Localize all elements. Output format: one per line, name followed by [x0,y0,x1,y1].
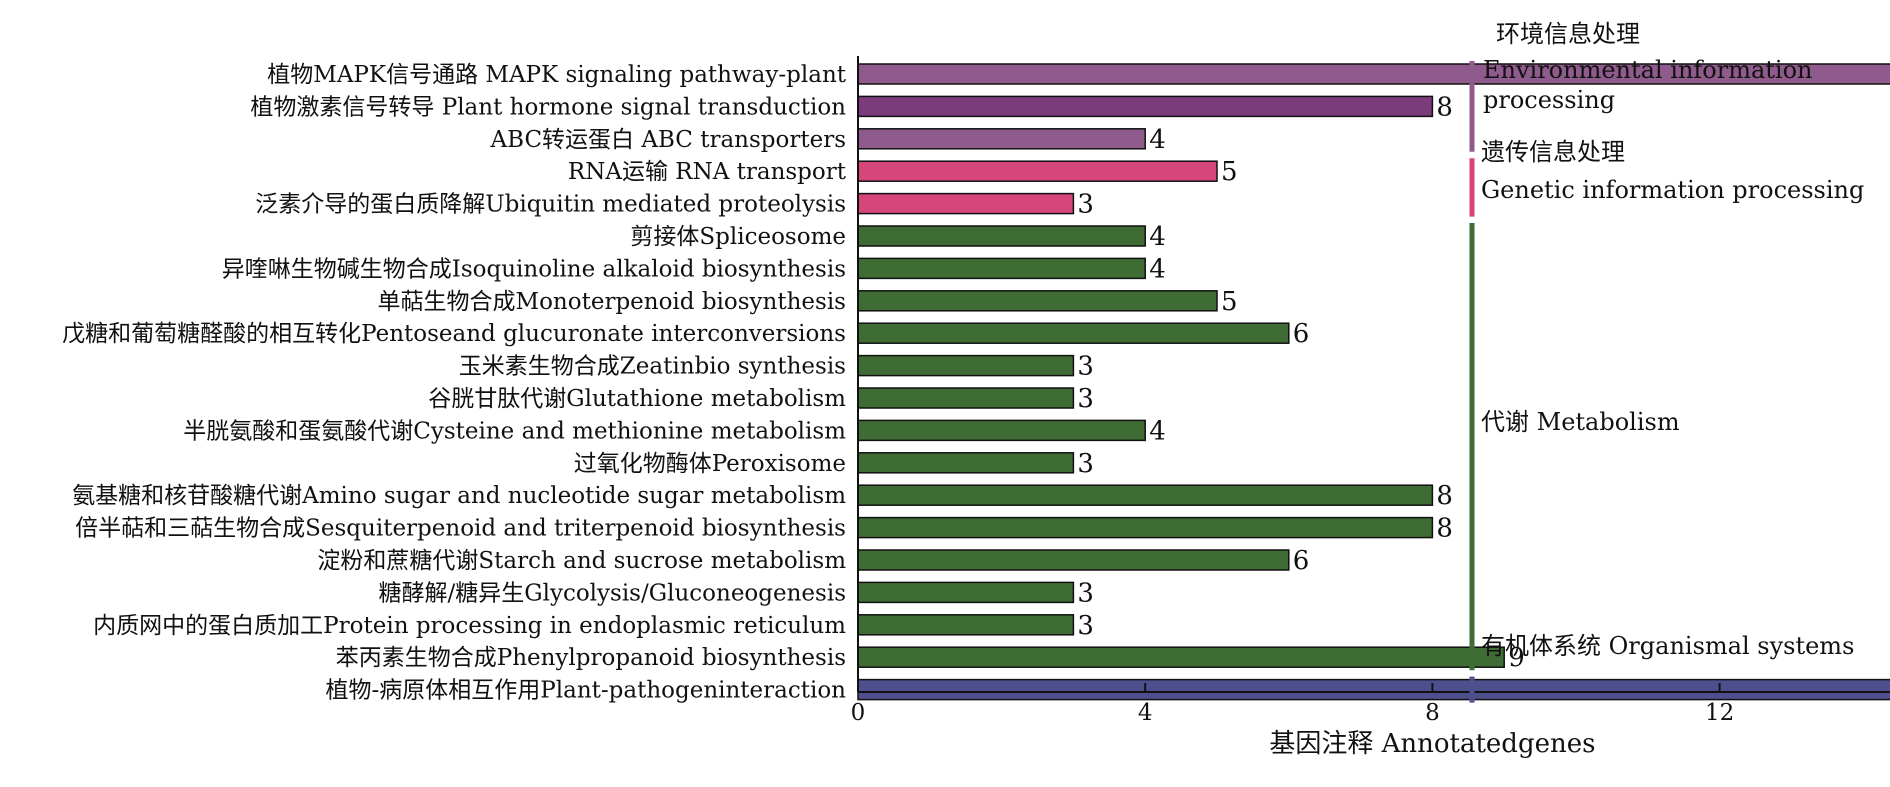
category-label-13: 过氧化物酶体Peroxisome [574,451,846,477]
category-label-7: 异喹啉生物碱生物合成Isoquinoline alkaloid biosynth… [222,256,846,282]
bar-5 [857,192,1075,215]
category-label-20: 植物-病原体相互作用Plant-pathogeninteraction [326,678,847,704]
bar-11 [857,387,1075,409]
group-env-label-en-2: processing [1483,86,1615,114]
bar-18 [857,614,1075,636]
value-label-18: 3 [1077,611,1094,641]
x-tick-label-4: 4 [1138,700,1153,726]
x-ticks-layer: 0481216 [851,683,1734,726]
bar-9 [857,322,1290,344]
group-gen-label-zh: 遗传信息处理 [1481,138,1625,166]
bar-17 [857,581,1075,604]
bar-10 [857,354,1075,377]
category-label-17: 糖酵解/糖异生Glycolysis/Gluconeogenesis [378,580,846,606]
category-label-12: 半胱氨酸和蛋氨酸代谢Cysteine and methionine metabo… [183,418,846,444]
value-label-8: 5 [1221,287,1238,317]
group-gen-label-en: Genetic information processing [1481,176,1864,204]
value-labels-layer: 1684534456334388633916 [1077,92,1525,673]
group-env-label-zh: 环境信息处理 [1496,20,1640,48]
value-label-6: 4 [1149,222,1166,252]
category-label-18: 内质网中的蛋白质加工Protein processing in endoplas… [93,613,846,639]
category-label-8: 单萜生物合成Monoterpenoid biosynthesis [378,289,846,315]
category-label-3: ABC转运蛋白 ABC transporters [490,127,846,153]
bar-15 [857,516,1434,539]
bar-13 [857,452,1075,474]
value-label-15: 8 [1436,514,1453,544]
value-label-9: 6 [1293,319,1310,349]
value-label-11: 3 [1077,384,1094,414]
bar-2 [857,95,1434,118]
group-met-label: 代谢 Metabolism [1481,408,1680,436]
category-label-2: 植物激素信号转导 Plant hormone signal transducti… [250,94,846,120]
bar-16 [857,549,1290,571]
value-label-16: 6 [1293,546,1310,576]
category-label-10: 玉米素生物合成Zeatinbio synthesis [459,354,846,380]
value-label-3: 4 [1149,125,1166,155]
group-org-label: 有机体系统 Organismal systems [1481,632,1854,660]
group-labels-layer: 环境信息处理 Environmental information process… [1481,20,1864,660]
value-label-5: 3 [1077,190,1094,220]
value-label-17: 3 [1077,578,1094,608]
value-label-19: 9 [1508,643,1525,673]
category-label-1: 植物MAPK信号通路 MAPK signaling pathway-plant [267,62,846,88]
value-label-7: 4 [1149,254,1166,284]
bar-4 [857,160,1218,182]
bar-3 [857,128,1146,150]
value-label-10: 3 [1077,352,1094,382]
value-label-12: 4 [1149,416,1166,446]
value-label-13: 3 [1077,449,1094,479]
bar-20 [857,678,1890,701]
value-label-14: 8 [1436,481,1453,511]
x-tick-label-0: 0 [851,700,866,726]
x-tick-label-8: 8 [1425,700,1440,726]
bar-19 [857,646,1505,668]
value-label-2: 8 [1436,92,1453,122]
group-env-label-en-1: Environmental information [1483,56,1813,84]
value-label-4: 5 [1221,157,1238,187]
x-axis-title: 基因注释 Annotatedgenes [1269,729,1595,759]
bar-6 [857,225,1146,247]
bar-14 [857,484,1434,506]
category-label-14: 氨基糖和核苷酸糖代谢Amino sugar and nucleotide sug… [72,483,846,509]
category-label-4: RNA运输 RNA transport [568,159,847,185]
category-label-19: 苯丙素生物合成Phenylpropanoid biosynthesis [336,645,846,671]
x-tick-label-12: 12 [1705,700,1734,726]
category-labels-layer: 植物MAPK信号通路 MAPK signaling pathway-plant 植… [62,62,847,704]
category-label-16: 淀粉和蔗糖代谢Starch and sucrose metabolism [317,548,846,574]
category-label-6: 剪接体Spliceosome [630,224,846,250]
bars-layer [857,63,1890,701]
bar-7 [857,257,1146,280]
category-label-15: 倍半萜和三萜生物合成Sesquiterpenoid and triterpeno… [75,516,846,542]
category-label-9: 戊糖和葡萄糖醛酸的相互转化Pentoseand glucuronate inte… [62,321,846,347]
category-label-11: 谷胱甘肽代谢Glutathione metabolism [428,386,846,412]
category-label-5: 泛素介导的蛋白质降解Ubiquitin mediated proteolysis [255,192,846,218]
bar-12 [857,419,1146,442]
bar-8 [857,290,1218,312]
